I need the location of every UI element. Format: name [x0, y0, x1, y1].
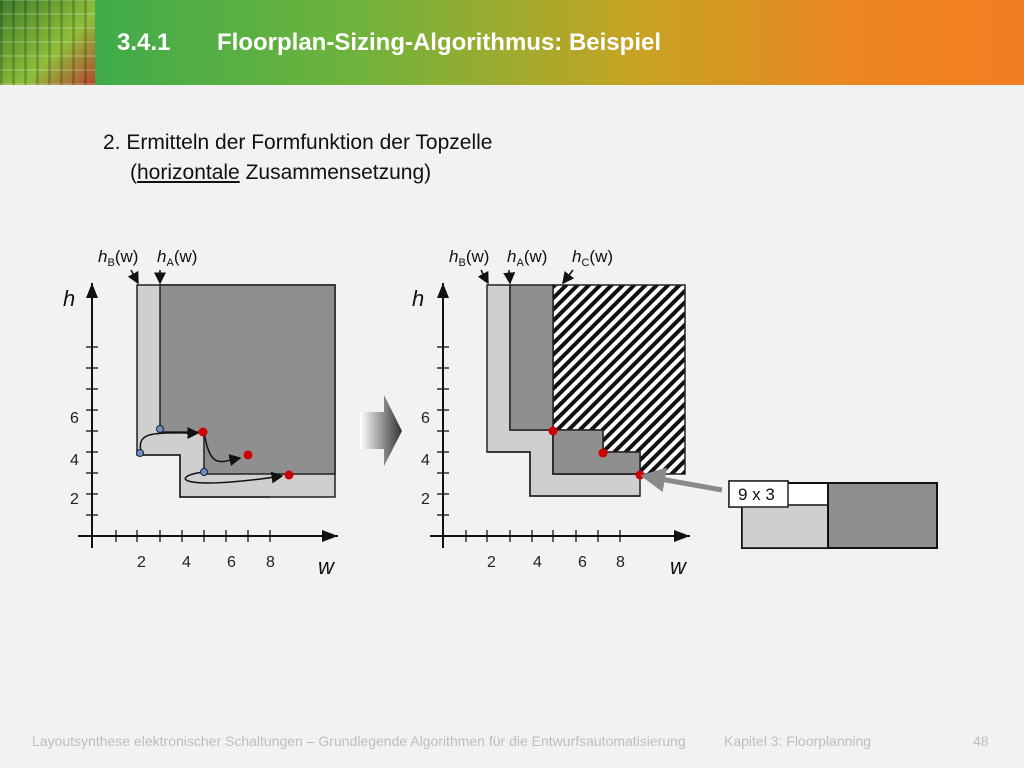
x-tick-label: 8: [616, 554, 625, 571]
x-tick-label: 4: [533, 554, 542, 571]
axis-label-w: w: [670, 554, 688, 579]
label-hB: hB(w): [449, 247, 489, 269]
y-tick-label: 6: [421, 410, 430, 427]
x-tick-label: 6: [578, 554, 587, 571]
result-callout: 9 x 3 9 x 3: [640, 467, 938, 549]
axis-label-h: h: [412, 286, 424, 311]
circuit-logo: [0, 0, 95, 85]
y-tick-label: 4: [421, 452, 430, 469]
red-point: [243, 450, 253, 460]
x-tick-label: 6: [227, 554, 236, 571]
blue-point: [200, 468, 208, 476]
region-hA: [509, 284, 641, 475]
y-tick-label: 2: [421, 491, 430, 508]
axis-label-h: h: [63, 286, 75, 311]
y-tick-label: 6: [70, 410, 79, 427]
x-tick-label: 8: [266, 554, 275, 571]
page-number: 48: [973, 733, 989, 749]
footer-course: Layoutsynthese elektronischer Schaltunge…: [32, 733, 686, 749]
axis-label-w: w: [318, 554, 336, 579]
callout-label-front: 9 x 3: [738, 485, 775, 504]
transition-arrow: [360, 395, 402, 466]
blue-point: [156, 425, 164, 433]
combine-arrow-1: [139, 426, 200, 456]
combine-arrow-3: [184, 471, 284, 484]
label-hA: hA(w): [507, 247, 547, 269]
step-subtext: (horizontale Zusammensetzung): [130, 161, 432, 184]
footer-chapter: Kapitel 3: Floorplanning: [724, 733, 872, 749]
red-point: [198, 427, 208, 437]
label-hB: hB(w): [98, 247, 138, 269]
y-tick-label: 4: [70, 452, 79, 469]
combine-arrow-2: [203, 431, 242, 466]
underlined-word: horizontale: [137, 161, 240, 184]
x-tick-label: 4: [182, 554, 191, 571]
x-tick-label: 2: [137, 554, 146, 571]
title-bar: 3.4.1 Floorplan-Sizing-Algorithmus: Beis…: [0, 0, 1024, 85]
left-plot: h w 2 4 6 2 4 6 8 hB(w) hA(w): [63, 247, 338, 579]
right-plot: h w 2 4 6 2 4 6 8 hB(w) hA(w) hC(w): [412, 247, 690, 579]
red-point: [635, 470, 645, 480]
slide-title: Floorplan-Sizing-Algorithmus: Beispiel: [217, 29, 661, 56]
layout-block-a: [827, 482, 938, 549]
label-hC: hC(w): [572, 247, 613, 269]
label-hA: hA(w): [157, 247, 197, 269]
y-tick-label: 2: [70, 491, 79, 508]
red-point: [284, 470, 294, 480]
blue-point: [136, 449, 144, 457]
red-point: [598, 448, 608, 458]
red-point: [548, 426, 558, 436]
layout-block-b: [741, 504, 829, 549]
section-number: 3.4.1: [117, 29, 171, 56]
x-tick-label: 2: [487, 554, 496, 571]
step-text: 2. Ermitteln der Formfunktion der Topzel…: [103, 131, 493, 154]
